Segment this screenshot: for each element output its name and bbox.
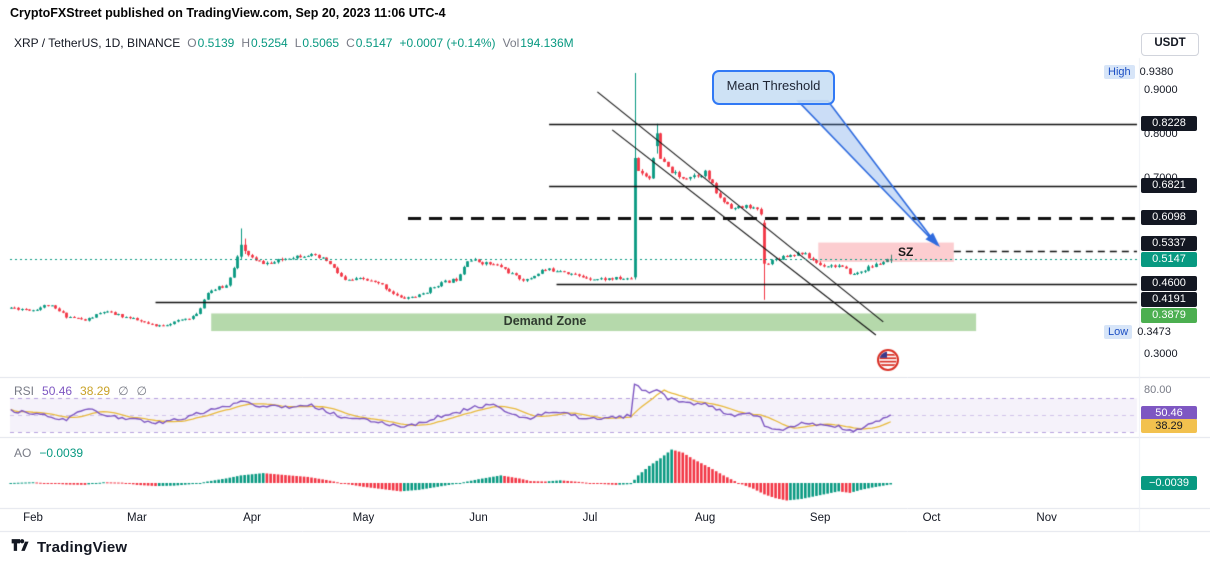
time-axis-month-label: Feb	[23, 512, 43, 524]
demand-zone-label: Demand Zone	[503, 314, 587, 328]
session-high-value: 0.9380	[1139, 66, 1174, 78]
price-level-badge: 0.6098	[1141, 210, 1197, 226]
time-axis-month-label: Jun	[469, 512, 488, 524]
time-axis-month-label: May	[352, 512, 375, 524]
change-value: +0.0007 (+0.14%)	[399, 36, 496, 50]
time-axis-month-label: Apr	[243, 512, 262, 524]
symbol-title[interactable]: XRP / TetherUS, 1D, BINANCE	[14, 36, 181, 50]
rsi-setting-empty-1: ∅	[118, 384, 129, 398]
session-high-row: High 0.9380	[1104, 65, 1173, 79]
ao-value: −0.0039	[39, 446, 84, 460]
session-low-value: 0.3473	[1137, 326, 1171, 338]
time-axis-month-label: Sep	[809, 512, 831, 524]
tradingview-wordmark[interactable]: TradingView	[37, 539, 128, 556]
price-level-badge: 0.5337	[1141, 235, 1197, 251]
symbol-info-bar: XRP / TetherUS, 1D, BINANCE O0.5139 H0.5…	[14, 36, 574, 50]
open-pair: O0.5139	[187, 36, 234, 50]
price-axis-label: 0.9000	[1144, 83, 1178, 96]
price-level-badge: 0.8228	[1141, 116, 1197, 132]
rsi-value-badge: 50.46	[1141, 406, 1197, 420]
time-axis-month-label: Oct	[922, 512, 941, 524]
tradingview-logo-icon[interactable]	[10, 535, 30, 560]
rsi-label: RSI	[14, 384, 35, 398]
ao-info-row: AO −0.0039	[14, 446, 83, 460]
session-low-row: Low 0.3473	[1104, 325, 1171, 339]
ao-value-badge: −0.0039	[1141, 476, 1197, 490]
high-pair: H0.5254	[241, 36, 287, 50]
volume-label: Vol	[502, 36, 520, 50]
price-level-badge: 0.5147	[1141, 251, 1197, 267]
price-level-badge: 0.3879	[1141, 307, 1197, 323]
currency-toggle-button[interactable]: USDT	[1141, 33, 1199, 56]
mean-threshold-callout[interactable]: Mean Threshold	[712, 70, 835, 105]
open-value: 0.5139	[197, 36, 235, 50]
price-level-badge: 0.6821	[1141, 178, 1197, 194]
high-label: H	[241, 36, 251, 50]
low-label: L	[294, 36, 302, 50]
time-axis-month-label: Mar	[127, 512, 147, 524]
footer-brand: TradingView	[10, 535, 127, 560]
low-chip: Low	[1104, 325, 1133, 339]
close-pair: C0.5147	[346, 36, 392, 50]
price-level-badge: 0.4600	[1141, 275, 1197, 291]
attribution-header: CryptoFXStreet published on TradingView.…	[10, 6, 446, 20]
low-value: 0.5065	[302, 36, 340, 50]
rsi-ma-value: 38.29	[80, 384, 111, 398]
supply-zone-label: SZ	[898, 245, 914, 259]
rsi-axis-80-label: 80.00	[1144, 384, 1172, 396]
rsi-ma-badge: 38.29	[1141, 419, 1197, 433]
close-label: C	[346, 36, 355, 50]
time-axis-month-label: Nov	[1036, 512, 1057, 524]
volume-value: 194.136M	[520, 36, 574, 50]
high-value: 0.5254	[251, 36, 288, 50]
price-level-badge: 0.4191	[1141, 291, 1197, 307]
price-axis-label: 0.3000	[1144, 347, 1178, 360]
rsi-setting-empty-2: ∅	[136, 384, 147, 398]
volume-pair: Vol194.136M	[503, 36, 574, 50]
ao-label: AO	[14, 446, 32, 460]
rsi-info-row: RSI 50.46 38.29 ∅ ∅	[14, 384, 147, 398]
rsi-value: 50.46	[42, 384, 73, 398]
low-pair: L0.5065	[295, 36, 339, 50]
close-value: 0.5147	[355, 36, 393, 50]
open-label: O	[187, 36, 197, 50]
time-axis-month-label: Aug	[694, 512, 716, 524]
time-axis-month-label: Jul	[582, 512, 598, 524]
high-chip: High	[1104, 65, 1135, 79]
